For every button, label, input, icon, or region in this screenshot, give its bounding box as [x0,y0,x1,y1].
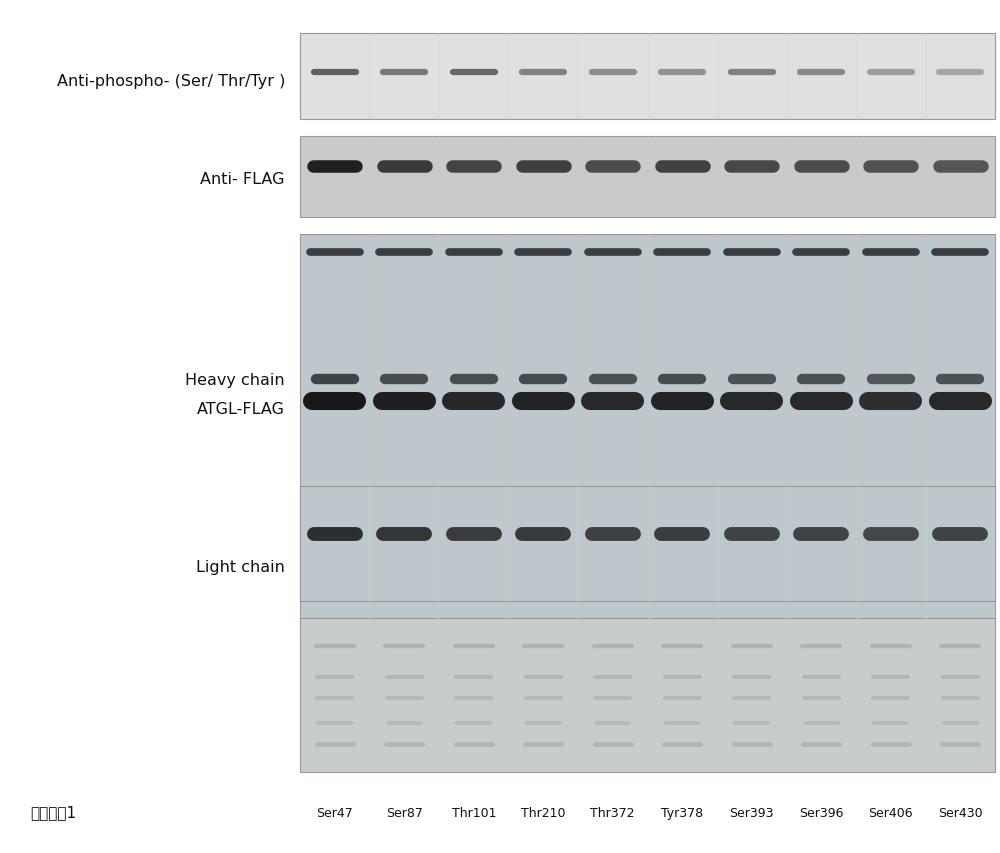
Text: Light chain: Light chain [196,560,285,575]
Bar [300,235,995,644]
Text: Ser393: Ser393 [730,805,774,819]
Text: Thr210: Thr210 [521,805,566,819]
Text: Tyr378: Tyr378 [661,805,703,819]
Text: Anti- FLAG: Anti- FLAG [200,171,285,187]
Text: Ser47: Ser47 [316,805,353,819]
Text: Anti-phospho- (Ser/ Thr/Tyr ): Anti-phospho- (Ser/ Thr/Tyr ) [57,73,285,89]
Bar [300,136,995,218]
Bar [300,486,995,601]
Text: Thr101: Thr101 [452,805,496,819]
Text: Thr372: Thr372 [590,805,635,819]
Text: Ser406: Ser406 [868,805,913,819]
Text: 表达载体1: 表达载体1 [30,804,76,820]
Text: Heavy chain: Heavy chain [185,372,285,387]
Bar [300,618,995,772]
Text: Ser87: Ser87 [386,805,423,819]
Bar [300,34,995,119]
Text: ATGL-FLAG: ATGL-FLAG [197,402,285,417]
Text: Ser430: Ser430 [938,805,983,819]
Text: Ser396: Ser396 [799,805,844,819]
